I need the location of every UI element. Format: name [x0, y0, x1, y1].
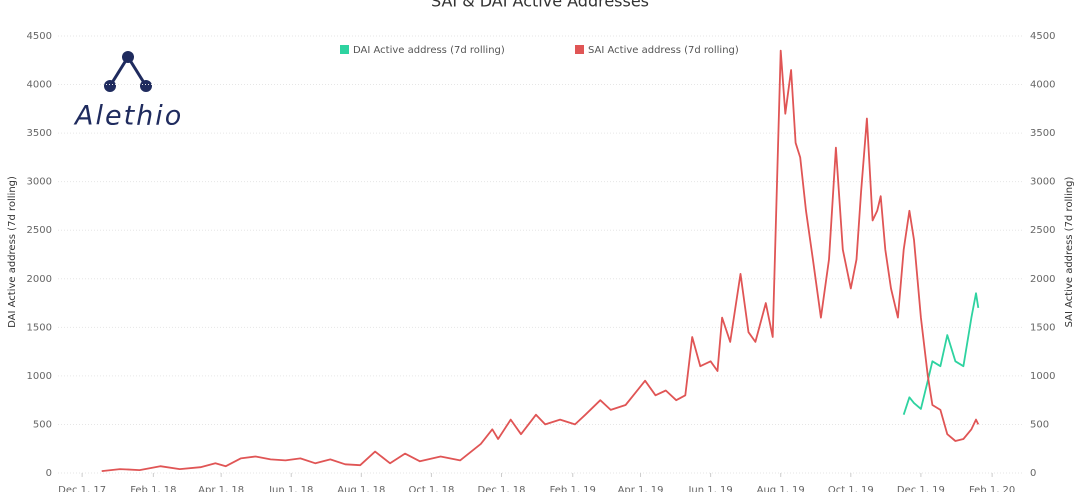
y2-tick-label: 2500: [1030, 225, 1055, 236]
y2-tick-label: 2000: [1030, 274, 1055, 285]
y-tick-label: 0: [46, 468, 52, 479]
x-tick-label: Feb 1, 20: [969, 485, 1015, 492]
x-tick-label: Aug 1, 19: [757, 485, 805, 492]
y2-tick-label: 4500: [1030, 31, 1055, 42]
y2-axis-title: SAI Active address (7d rolling): [1064, 177, 1075, 328]
y2-tick-label: 3000: [1030, 177, 1055, 188]
series-line: [101, 49, 980, 472]
y-tick-label: 500: [33, 419, 52, 430]
x-tick-label: Jun 1, 18: [268, 485, 313, 492]
legend-label: SAI Active address (7d rolling): [588, 45, 739, 56]
x-tick-label: Apr 1, 18: [198, 485, 244, 492]
x-tick-label: Oct 1, 19: [828, 485, 874, 492]
logo: Alethio: [73, 51, 183, 132]
y2-tick-label: 1500: [1030, 322, 1055, 333]
y-tick-label: 4500: [27, 31, 52, 42]
x-tick-label: Aug 1, 18: [337, 485, 385, 492]
x-tick-label: Dec 1, 18: [478, 485, 526, 492]
y2-tick-label: 3500: [1030, 128, 1055, 139]
legend-label: DAI Active address (7d rolling): [353, 45, 505, 56]
logo-dot: [122, 51, 134, 63]
y2-tick-label: 0: [1030, 468, 1036, 479]
y-tick-label: 1000: [27, 371, 52, 382]
y-tick-label: 3500: [27, 128, 52, 139]
series-line: [902, 292, 980, 415]
x-tick-label: Dec 1, 19: [897, 485, 945, 492]
y2-tick-label: 500: [1030, 419, 1049, 430]
x-tick-label: Oct 1, 18: [408, 485, 454, 492]
y-tick-label: 2000: [27, 274, 52, 285]
x-tick-label: Feb 1, 19: [550, 485, 596, 492]
y-axis-title: DAI Active address (7d rolling): [7, 176, 18, 328]
legend-swatch: [340, 45, 349, 54]
x-tick-label: Apr 1, 19: [618, 485, 664, 492]
x-tick-label: Feb 1, 18: [130, 485, 176, 492]
y-tick-label: 1500: [27, 322, 52, 333]
y2-tick-label: 1000: [1030, 371, 1055, 382]
legend-swatch: [575, 45, 584, 54]
y-tick-label: 4000: [27, 80, 52, 91]
y2-tick-label: 4000: [1030, 80, 1055, 91]
y-tick-label: 3000: [27, 177, 52, 188]
x-tick-label: Jun 1, 19: [687, 485, 732, 492]
logo-dot: [140, 80, 152, 92]
y-tick-label: 2500: [27, 225, 52, 236]
x-tick-label: Dec 1, 17: [58, 485, 106, 492]
chart-title: SAI & DAI Active Addresses: [431, 0, 649, 11]
logo-text: Alethio: [73, 101, 183, 132]
logo-dot: [104, 80, 116, 92]
